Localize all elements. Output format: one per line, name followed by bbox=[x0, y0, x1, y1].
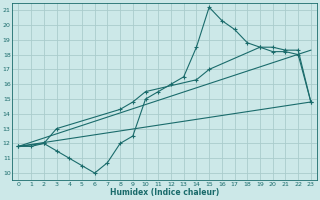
X-axis label: Humidex (Indice chaleur): Humidex (Indice chaleur) bbox=[110, 188, 219, 197]
